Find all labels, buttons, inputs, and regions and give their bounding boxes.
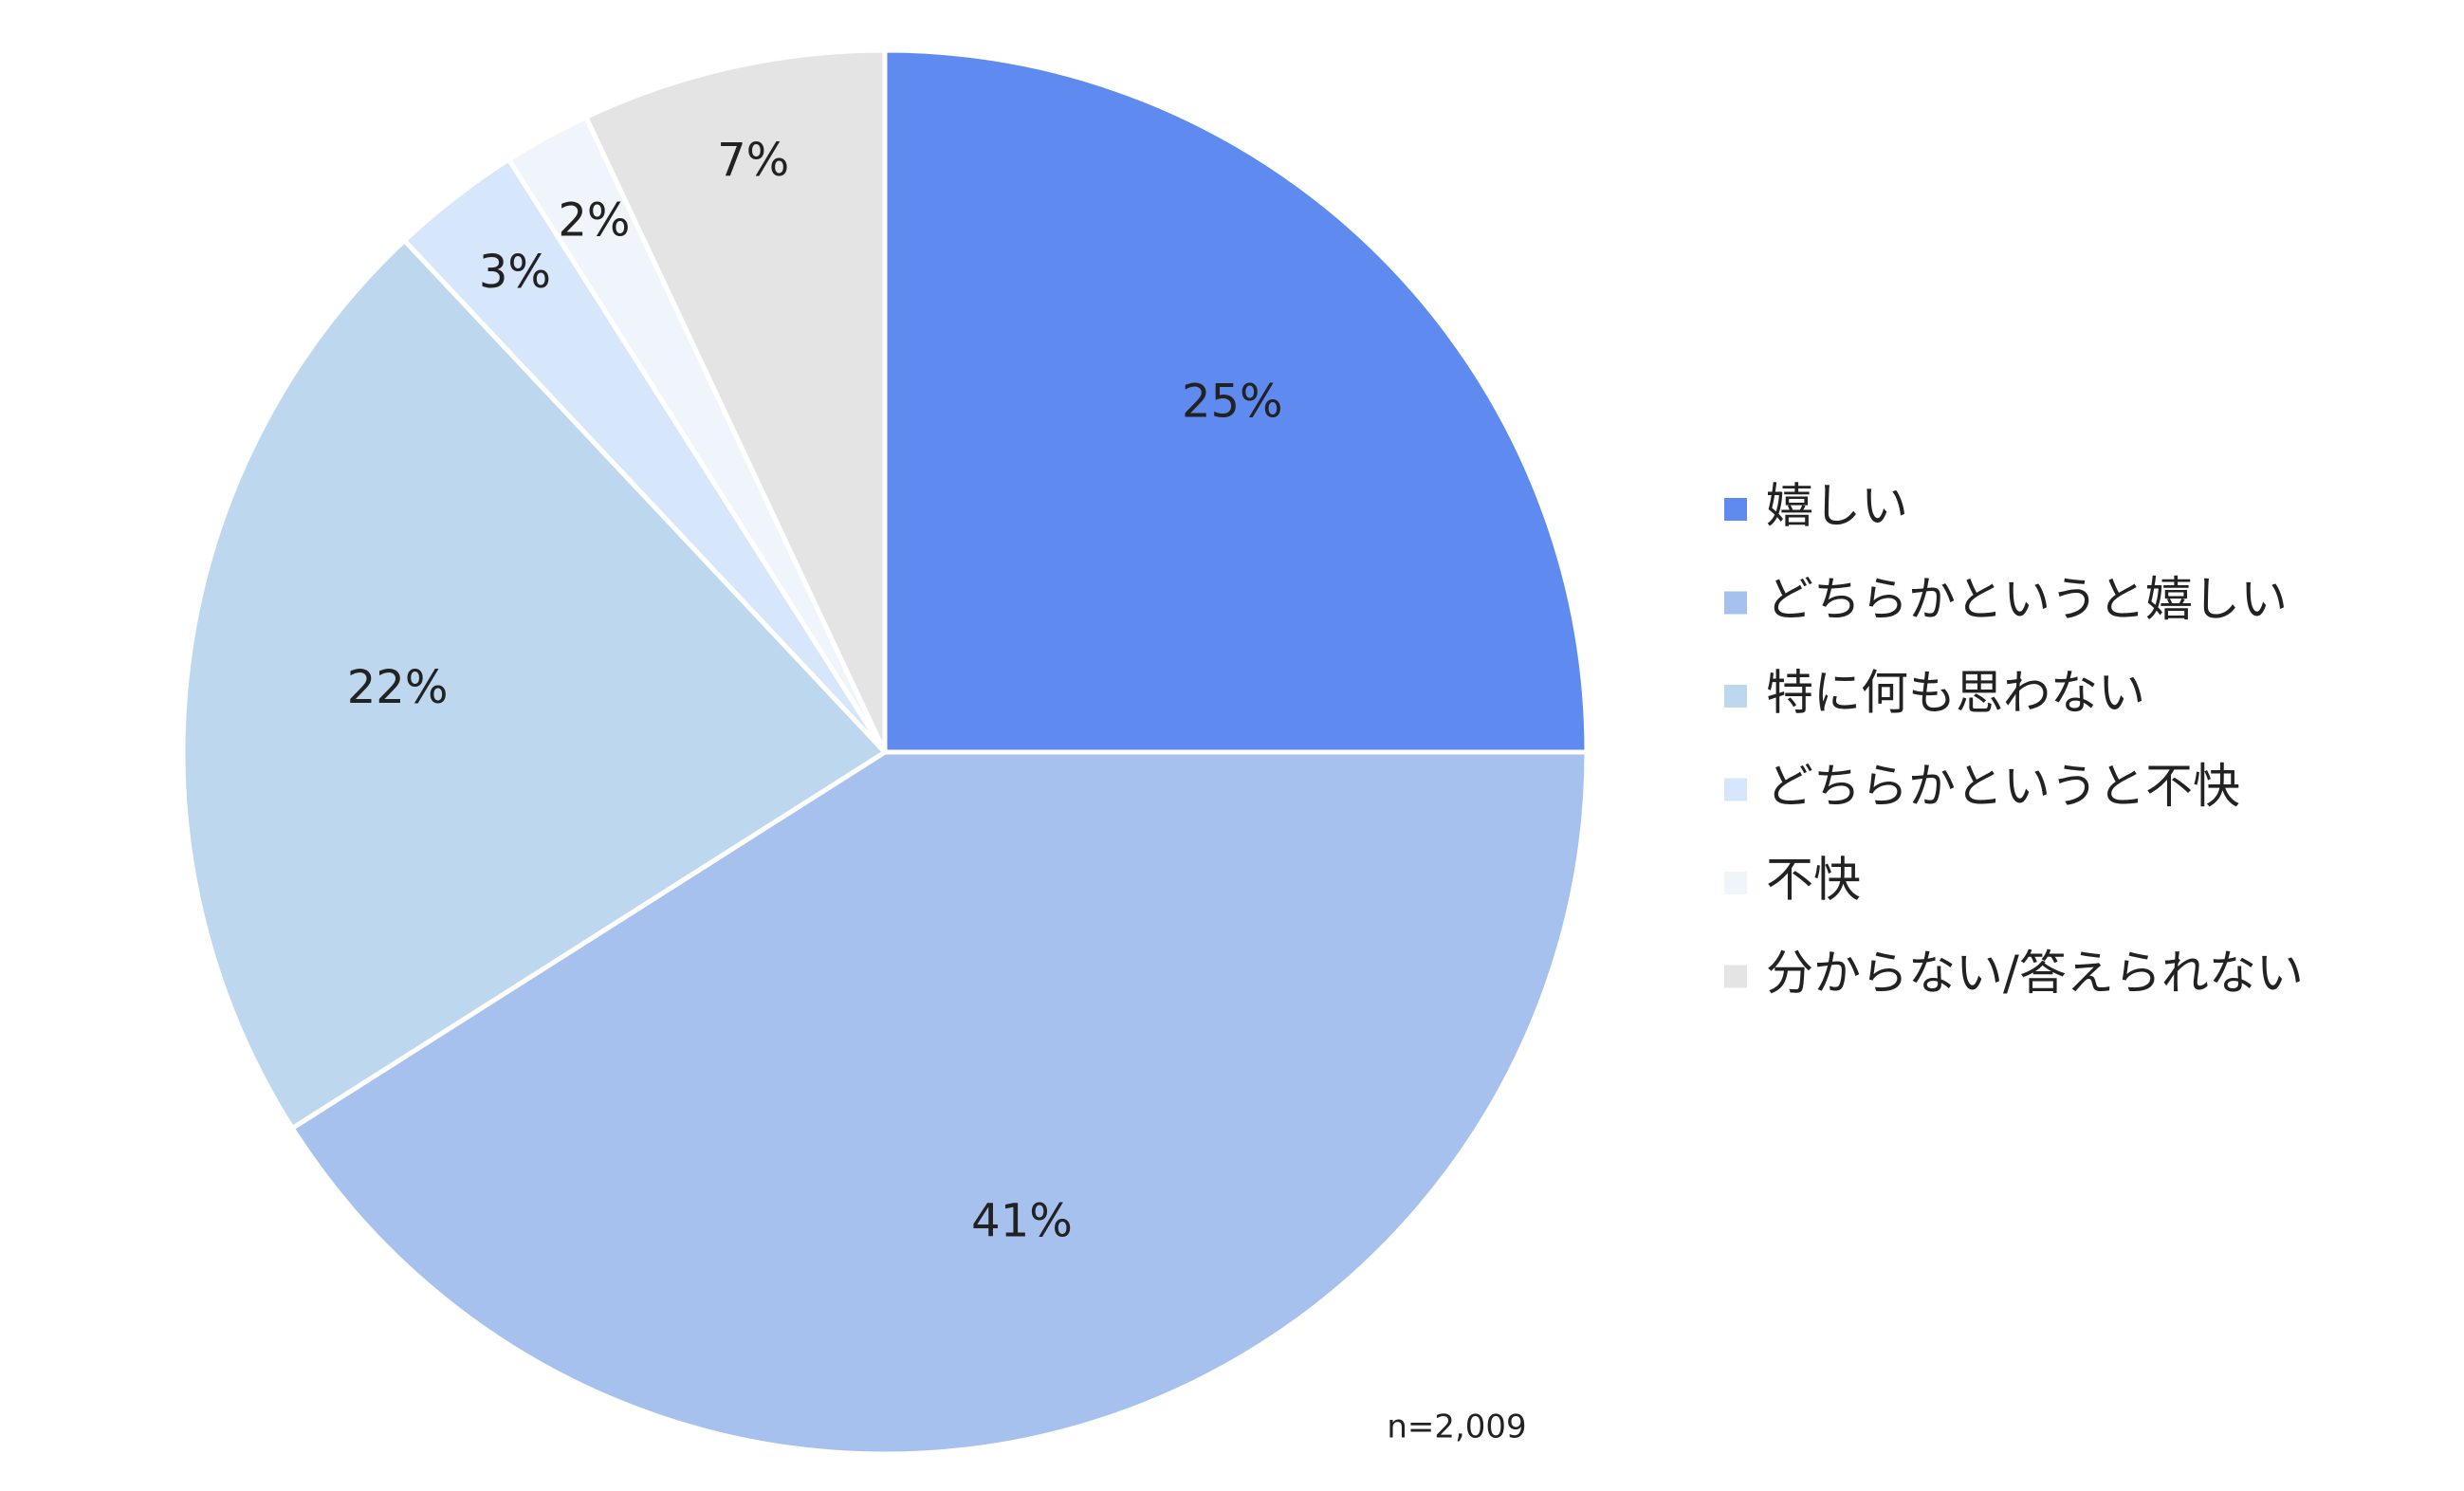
legend-label: 特に何も思わない [1766, 666, 2145, 721]
legend-label: どちらかというと不快 [1766, 759, 2240, 814]
pie-slice [180, 237, 889, 1132]
legend-swatch [1724, 498, 1747, 521]
pie-slice [882, 47, 1590, 755]
legend-swatch [1724, 778, 1747, 801]
legend-label: 嬉しい [1766, 479, 1908, 534]
sample-size-note: n=2,009 [1387, 1408, 1526, 1446]
data-label: 22% [347, 661, 449, 714]
data-label: 41% [971, 1194, 1073, 1247]
legend-swatch [1724, 872, 1747, 894]
legend-swatch [1724, 685, 1747, 708]
legend-swatch [1724, 965, 1747, 988]
data-label: 3% [479, 246, 551, 299]
legend-label: 分からない/答えられない [1766, 946, 2304, 1001]
data-label: 2% [558, 193, 630, 247]
legend-label: 不快 [1766, 853, 1861, 908]
data-label: 7% [717, 134, 789, 187]
legend-swatch [1724, 591, 1747, 615]
data-label: 25% [1182, 376, 1283, 429]
legend-label: どちらかというと嬉しい [1766, 572, 2288, 627]
pie-slice [582, 47, 888, 754]
pie-slice [288, 749, 1590, 1457]
